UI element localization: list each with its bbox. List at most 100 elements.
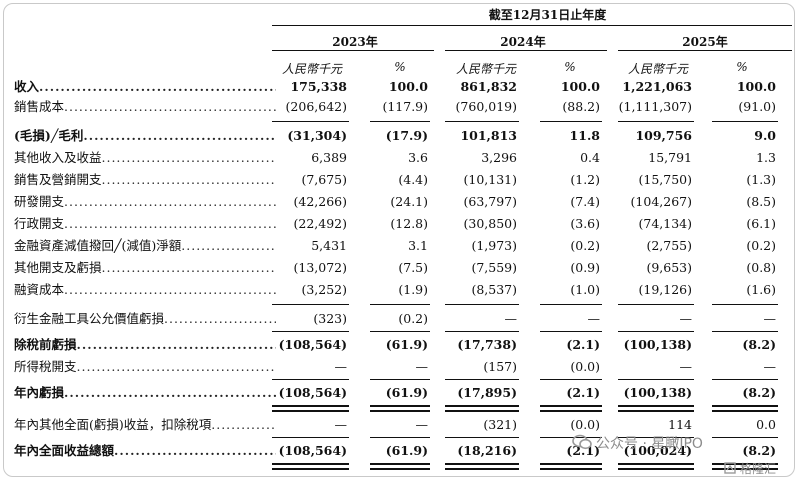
cell-2023-pct: (61.9)	[385, 385, 428, 400]
table-row: (毛損)╱毛利.................................…	[0, 126, 800, 146]
cell-2025-amount: —	[679, 359, 693, 374]
single-underline	[445, 379, 519, 380]
cell-2024-pct: (0.2)	[570, 238, 600, 253]
year-2023-header: 2023年	[332, 35, 378, 49]
row-label-text: 所得稅開支	[14, 359, 77, 374]
table-row: 融資成本....................................…	[0, 280, 800, 300]
cell-2023-pct: (24.1)	[390, 194, 428, 209]
unit-2025-pct: %	[736, 60, 748, 74]
unit-2024-pct: %	[564, 60, 576, 74]
cell-2024-pct: (0.0)	[570, 417, 600, 432]
row-label: 年內其他全面(虧損)收益，扣除稅項.......................…	[14, 415, 276, 435]
table-row: 除稅前虧損...................................…	[0, 335, 800, 355]
cell-2023-pct: 100.0	[388, 79, 428, 94]
leader-dots: ........................................…	[64, 216, 276, 231]
row-label: 年內虧損....................................…	[14, 383, 276, 403]
single-underline	[370, 304, 430, 305]
cell-2025-amount: 1,221,063	[622, 79, 692, 94]
cell-2024-pct: (2.1)	[566, 337, 600, 352]
leader-dots: ........................................…	[64, 385, 276, 400]
cell-2025-amount: (100,138)	[623, 385, 692, 400]
row-label: 金融資產減值撥回╱(減值)淨額.........................…	[14, 236, 276, 256]
cell-2024-pct: —	[587, 311, 601, 326]
cell-2023-amount: —	[334, 359, 348, 374]
double-underline	[370, 405, 430, 412]
double-underline	[445, 463, 519, 470]
leader-dots: ........................................…	[114, 443, 276, 458]
row-label: 收入......................................…	[14, 77, 276, 97]
table-frame	[3, 3, 795, 477]
single-underline	[445, 331, 519, 332]
double-underline	[540, 463, 602, 470]
row-label: 銷售成本....................................…	[14, 97, 276, 117]
single-underline	[540, 437, 602, 438]
cell-2024-pct: (1.0)	[570, 282, 600, 297]
single-underline	[272, 379, 349, 380]
cell-2023-pct: —	[415, 359, 429, 374]
cell-2024-amount: (30,850)	[463, 216, 518, 231]
cell-2025-pct: —	[763, 311, 777, 326]
cell-2025-amount: 109,756	[635, 128, 692, 143]
row-label-text: 其他收入及收益	[14, 150, 102, 165]
row-label-text: 除稅前虧損	[14, 337, 77, 352]
single-underline	[618, 437, 694, 438]
cell-2025-amount: —	[679, 311, 693, 326]
cell-2023-pct: (61.9)	[385, 337, 428, 352]
leader-dots: ........................................…	[39, 79, 276, 94]
cell-2025-amount: 114	[668, 417, 692, 432]
cell-2025-pct: (91.0)	[738, 99, 776, 114]
double-underline	[370, 463, 430, 470]
single-underline	[712, 379, 778, 380]
cell-2023-amount: —	[334, 417, 348, 432]
cell-2024-amount: (7,559)	[471, 260, 517, 275]
single-underline	[540, 379, 602, 380]
cell-2024-amount: (8,537)	[471, 282, 517, 297]
year-2023-rule	[272, 50, 434, 51]
period-rule	[272, 25, 792, 26]
double-underline	[272, 405, 349, 412]
single-underline	[445, 304, 519, 305]
row-label: (毛損)╱毛利.................................…	[14, 126, 276, 146]
cell-2025-amount: (9,653)	[646, 260, 692, 275]
row-label-text: 其他開支及虧損	[14, 260, 102, 275]
cell-2023-pct: (17.9)	[385, 128, 428, 143]
cell-2024-amount: 861,832	[460, 79, 517, 94]
single-underline	[272, 331, 349, 332]
watermark-gelonghui: 格隆汇	[724, 460, 776, 477]
cell-2024-pct: 11.8	[569, 128, 600, 143]
cell-2025-pct: (1.6)	[746, 282, 776, 297]
cell-2024-amount: (18,216)	[457, 443, 517, 458]
cell-2023-pct: (117.9)	[382, 99, 428, 114]
leader-dots: ........................................…	[64, 282, 276, 297]
cell-2024-pct: (0.0)	[570, 359, 600, 374]
single-underline	[618, 121, 694, 122]
single-underline	[540, 304, 602, 305]
single-underline	[618, 304, 694, 305]
cell-2024-amount: 101,813	[460, 128, 517, 143]
cell-2025-pct: (8.2)	[742, 337, 776, 352]
cell-2024-amount: 3,296	[481, 150, 517, 165]
period-header: 截至12月31日止年度	[488, 8, 607, 22]
cell-2024-amount: (17,895)	[457, 385, 517, 400]
single-underline	[712, 304, 778, 305]
single-underline	[540, 121, 602, 122]
cell-2023-amount: 175,338	[290, 79, 347, 94]
cell-2025-amount: 15,791	[648, 150, 692, 165]
leader-dots: ........................................…	[101, 260, 276, 275]
year-2025-header: 2025年	[682, 35, 728, 49]
cell-2023-pct: (0.2)	[398, 311, 428, 326]
single-underline	[712, 331, 778, 332]
table-row: 收入......................................…	[0, 77, 800, 97]
row-label-text: 銷售成本	[14, 99, 65, 114]
gelonghui-logo-icon	[724, 462, 736, 477]
cell-2024-pct: (2.1)	[566, 443, 600, 458]
cell-2025-pct: 9.0	[754, 128, 776, 143]
row-label-text: (毛損)╱毛利	[14, 128, 84, 143]
cell-2025-amount: (15,750)	[638, 172, 693, 187]
single-underline	[618, 379, 694, 380]
single-underline	[540, 331, 602, 332]
row-label: 研發開支....................................…	[14, 192, 276, 212]
double-underline	[618, 463, 694, 470]
table-row: 其他收入及收益.................................…	[0, 148, 800, 168]
cell-2023-pct: (1.9)	[398, 282, 428, 297]
